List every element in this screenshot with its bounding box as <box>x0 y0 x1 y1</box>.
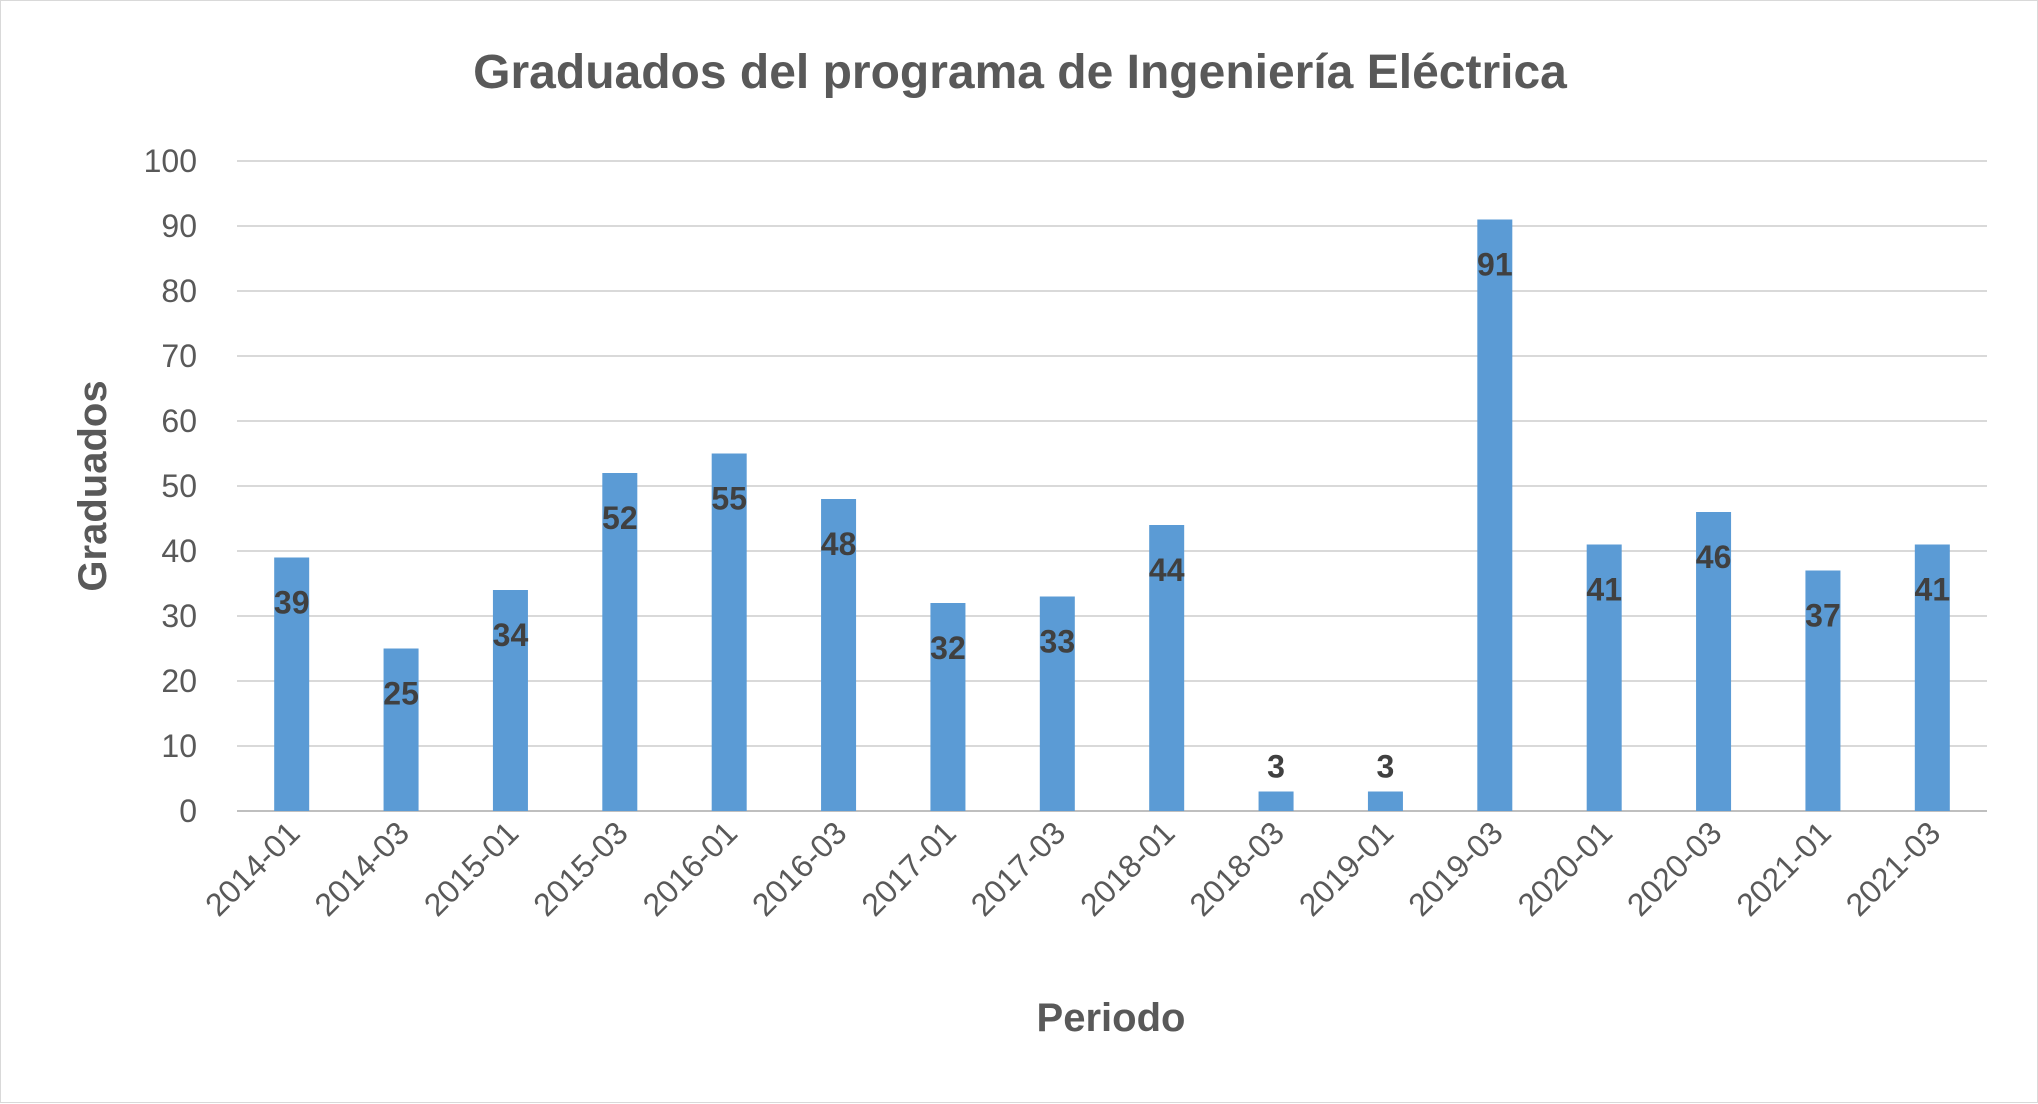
data-label: 39 <box>274 585 310 621</box>
bar <box>383 648 419 811</box>
data-label: 52 <box>602 500 638 536</box>
bars <box>274 219 1950 811</box>
bar <box>492 590 528 811</box>
x-tick-label: 2016-03 <box>745 814 853 922</box>
bar <box>1914 544 1950 811</box>
x-tick-label: 2015-01 <box>417 814 525 922</box>
x-axis-ticks: 2014-01 2014-03 2015-01 2015-03 2016-01 2016-… <box>198 814 1947 922</box>
bar <box>1258 791 1294 811</box>
bar <box>1805 570 1841 811</box>
bar <box>1696 512 1732 811</box>
bar <box>1367 791 1403 811</box>
bar <box>711 453 747 811</box>
x-tick-label: 2020-03 <box>1620 814 1728 922</box>
y-tick-label: 0 <box>179 793 197 829</box>
bar <box>930 603 966 811</box>
y-tick-label: 90 <box>161 208 197 244</box>
data-label: 41 <box>1586 572 1622 608</box>
x-tick-label: 2021-03 <box>1839 814 1947 922</box>
x-tick-label: 2019-03 <box>1401 814 1509 922</box>
data-label: 3 <box>1267 749 1285 785</box>
data-label: 41 <box>1915 572 1951 608</box>
x-tick-label: 2018-01 <box>1073 814 1181 922</box>
y-tick-label: 80 <box>161 273 197 309</box>
x-tick-label: 2017-03 <box>964 814 1072 922</box>
y-tick-label: 100 <box>144 143 197 179</box>
y-tick-label: 70 <box>161 338 197 374</box>
bar <box>1149 525 1185 811</box>
bar <box>1039 596 1075 811</box>
x-tick-label: 2021-01 <box>1729 814 1837 922</box>
y-tick-label: 10 <box>161 728 197 764</box>
data-label: 33 <box>1040 624 1076 660</box>
x-tick-label: 2018-03 <box>1183 814 1291 922</box>
bar <box>821 499 857 811</box>
x-tick-label: 2020-01 <box>1511 814 1619 922</box>
bar <box>274 557 310 811</box>
y-tick-label: 20 <box>161 663 197 699</box>
bar <box>1586 544 1622 811</box>
y-tick-label: 30 <box>161 598 197 634</box>
data-label: 44 <box>1149 552 1185 588</box>
x-tick-label: 2014-01 <box>198 814 306 922</box>
data-label: 46 <box>1696 539 1732 575</box>
y-tick-label: 40 <box>161 533 197 569</box>
data-label: 91 <box>1477 247 1513 283</box>
x-tick-label: 2015-03 <box>526 814 634 922</box>
data-label: 25 <box>383 676 419 712</box>
y-axis-title: Graduados <box>71 380 115 591</box>
data-label: 3 <box>1377 749 1395 785</box>
data-label: 55 <box>711 481 747 517</box>
data-label: 34 <box>493 617 529 653</box>
gridlines <box>237 160 1987 812</box>
x-axis-title: Periodo <box>1037 996 1186 1040</box>
x-tick-label: 2014-03 <box>308 814 416 922</box>
chart-title: Graduados del programa de Ingeniería Elé… <box>473 46 1567 99</box>
y-tick-label: 60 <box>161 403 197 439</box>
y-tick-label: 50 <box>161 468 197 504</box>
bar <box>602 473 638 811</box>
x-tick-label: 2016-01 <box>636 814 744 922</box>
bar <box>1477 219 1513 811</box>
x-tick-label: 2017-01 <box>854 814 962 922</box>
x-tick-label: 2019-01 <box>1292 814 1400 922</box>
data-label: 37 <box>1805 598 1841 634</box>
y-axis-ticks: 0 10 20 30 40 50 60 70 80 90 100 <box>144 143 197 829</box>
data-label: 32 <box>930 630 966 666</box>
data-label: 48 <box>821 526 857 562</box>
